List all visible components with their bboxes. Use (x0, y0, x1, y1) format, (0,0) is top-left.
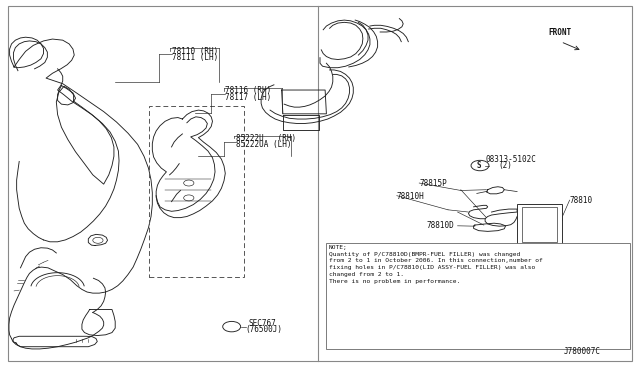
Text: 78810D: 78810D (426, 221, 454, 230)
Text: 85222U   (RH): 85222U (RH) (236, 134, 296, 143)
Bar (326, 243, 630, 349)
Text: 85222UA (LH): 85222UA (LH) (236, 140, 291, 149)
Text: J780007C: J780007C (563, 347, 600, 356)
Text: 78117 (LH): 78117 (LH) (225, 93, 271, 102)
Bar (522, 207, 557, 242)
Text: 78810H: 78810H (397, 192, 424, 201)
Text: 78810: 78810 (570, 196, 593, 205)
Text: 78110 (RH): 78110 (RH) (172, 47, 218, 56)
Bar (149, 106, 244, 277)
Text: (76500J): (76500J) (245, 326, 282, 334)
Text: 08313-5102C: 08313-5102C (485, 155, 536, 164)
Text: SEC767: SEC767 (248, 319, 276, 328)
Text: 78116 (RH): 78116 (RH) (225, 86, 271, 95)
Text: 78815P: 78815P (419, 179, 447, 188)
Text: FRONT: FRONT (548, 28, 572, 37)
Text: NOTE;
Quantity of P/C78810D(BMPR-FUEL FILLER) was changed
from 2 to 1 in October: NOTE; Quantity of P/C78810D(BMPR-FUEL FI… (329, 245, 543, 284)
Text: S: S (476, 161, 481, 170)
Text: (2): (2) (499, 161, 513, 170)
Bar (517, 204, 562, 245)
Text: 78111 (LH): 78111 (LH) (172, 53, 218, 62)
